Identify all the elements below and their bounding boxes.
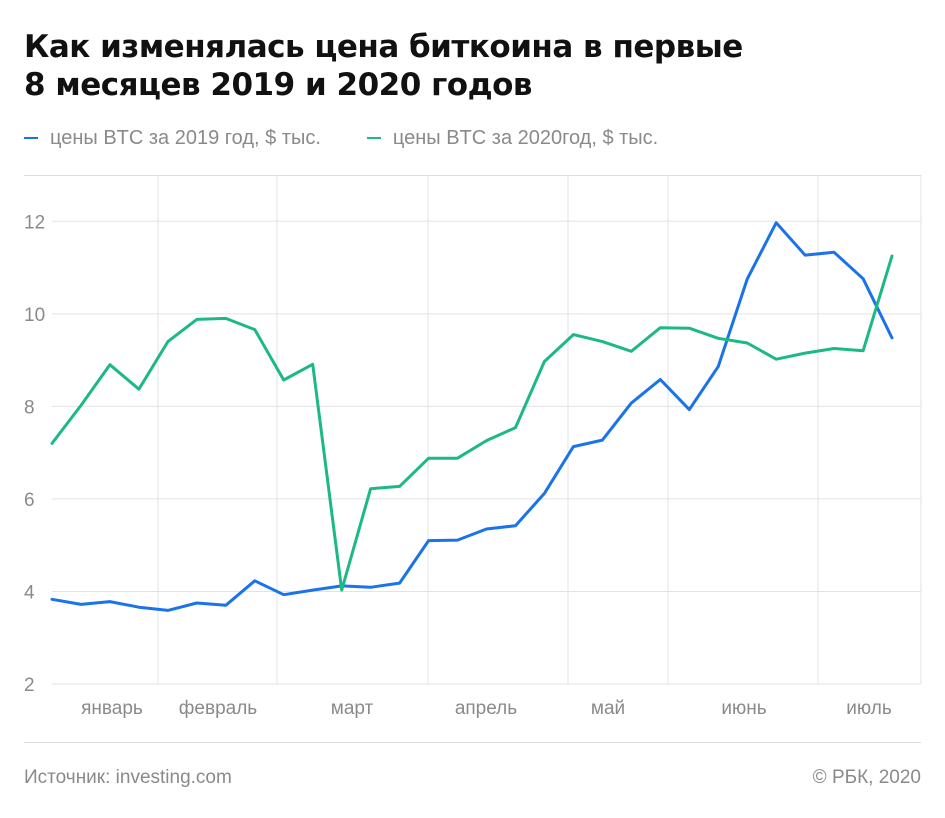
y-tick-label: 6	[24, 490, 35, 511]
legend-swatch-2019	[24, 137, 38, 139]
source-note: Источник: investing.com	[24, 767, 232, 788]
x-tick-label: март	[331, 698, 374, 719]
x-tick-label: апрель	[455, 698, 517, 719]
x-tick-label: февраль	[179, 698, 258, 719]
x-tick-label: январь	[81, 698, 143, 719]
top-rule	[24, 175, 921, 176]
x-tick-label: июль	[846, 698, 892, 719]
legend-swatch-2020	[366, 137, 381, 139]
chart-title-line2: 8 месяцев 2019 и 2020 годов	[24, 67, 533, 103]
legend: цены BTC за 2019 год, $ тыс. цены BTC за…	[24, 126, 704, 150]
y-tick-label: 10	[24, 305, 45, 326]
series-line-2020	[50, 254, 894, 592]
y-tick-label: 4	[24, 582, 35, 603]
chart-title: Как изменялась цена биткоина в первые 8 …	[24, 28, 924, 104]
chart-title-line1: Как изменялась цена биткоина в первые	[24, 29, 743, 65]
series-line-2019	[50, 221, 894, 612]
legend-label-2020: цены BTC за 2020год, $ тыс.	[392, 126, 659, 149]
y-tick-label: 8	[24, 397, 35, 418]
legend-item-2020: цены BTC за 2020год, $ тыс.	[366, 126, 659, 150]
x-tick-label: июнь	[721, 698, 766, 719]
legend-label-2019: цены BTC за 2019 год, $ тыс.	[50, 126, 321, 149]
y-tick-label: 12	[24, 212, 45, 233]
x-tick-label: май	[591, 698, 625, 719]
y-tick-label: 2	[24, 675, 35, 696]
legend-item-2019: цены BTC за 2019 год, $ тыс.	[24, 127, 321, 150]
bottom-rule	[24, 742, 921, 743]
copyright-note: © РБК, 2020	[812, 767, 921, 788]
